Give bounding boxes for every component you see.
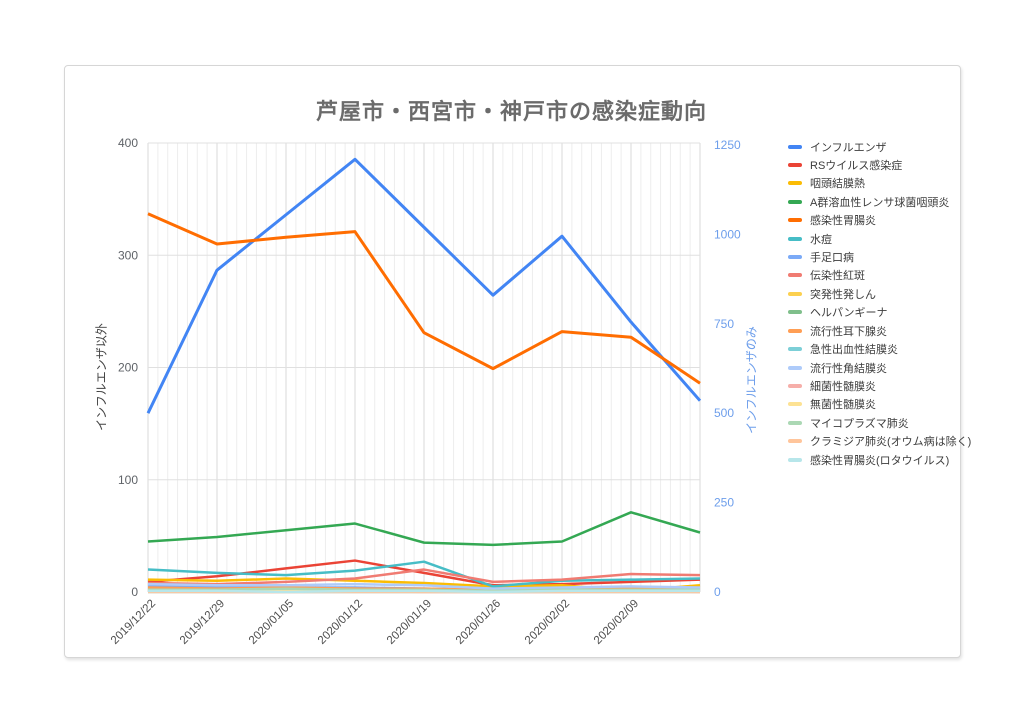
left-axis-tick-label: 400 (118, 136, 138, 150)
legend-item-acute-hemorrhagic-conjunctivitis: 急性出血性結膜炎 (788, 342, 898, 356)
legend-item-rs-virus-infection: RSウイルス感染症 (788, 158, 902, 172)
chart-title: 芦屋市・西宮市・神戸市の感染症動向 (315, 99, 707, 124)
left-axis-tick-label: 100 (118, 473, 138, 487)
right-axis-tick-label: 0 (714, 585, 721, 599)
legend-label: 流行性耳下腺炎 (810, 325, 887, 338)
legend-item-mycoplasma-pneumonia: マイコプラズマ肺炎 (788, 416, 909, 430)
legend-item-pharyngoconjunctival-fever: 咽頭結膜熱 (788, 176, 865, 190)
legend-label: クラミジア肺炎(オウム病は除く) (810, 436, 972, 449)
x-axis-tick-label: 2020/01/12 (316, 598, 365, 647)
legend-label: インフルエンザ (810, 141, 887, 154)
legend-swatch-pharyngoconjunctival-fever (788, 181, 802, 186)
series-line-group-a-strep-pharyngitis (147, 511, 701, 547)
legend-swatch-bacterial-meningitis (788, 383, 802, 388)
legend-swatch-herpangina (788, 310, 802, 315)
legend-item-bacterial-meningitis: 細菌性髄膜炎 (788, 379, 876, 393)
right-axis-tick-label: 1250 (714, 138, 741, 152)
legend-swatch-mycoplasma-pneumonia (788, 420, 802, 425)
series-line-influenza (146, 157, 702, 414)
legend-label: 流行性角結膜炎 (810, 362, 887, 375)
legend-item-hand-foot-mouth-disease: 手足口病 (788, 250, 854, 264)
legend-swatch-influenza (788, 144, 802, 149)
left-axis-tick-label: 300 (118, 248, 138, 262)
legend-swatch-mumps (788, 328, 802, 333)
right-axis-tick-label: 250 (714, 496, 734, 510)
legend-swatch-acute-hemorrhagic-conjunctivitis (788, 347, 802, 352)
left-axis-tick-label: 200 (118, 361, 138, 375)
legend-label: 水痘 (810, 233, 832, 246)
series-line-rotavirus-gastroenteritis (148, 589, 700, 594)
legend-label: 急性出血性結膜炎 (810, 344, 898, 357)
legend-label: 細菌性髄膜炎 (810, 380, 876, 393)
right-axis-tick-label: 750 (714, 317, 734, 331)
right-axis-title: インフルエンザのみ (744, 326, 759, 434)
legend-item-infectious-gastroenteritis: 感染性胃腸炎 (788, 213, 876, 227)
legend-label: 無菌性髄膜炎 (810, 399, 876, 412)
legend-label: ヘルパンギーナ (810, 307, 888, 320)
series-line-epidemic-keratoconjunctivitis (147, 582, 701, 590)
legend-swatch-rs-virus-infection (788, 162, 802, 167)
series-line-varicella (147, 560, 701, 588)
right-axis-tick-label: 500 (714, 406, 734, 420)
x-axis-tick-label: 2020/02/02 (523, 598, 572, 647)
legend-swatch-group-a-strep-pharyngitis (788, 199, 802, 204)
legend-label: RSウイルス感染症 (810, 159, 903, 172)
legend-item-herpangina: ヘルパンギーナ (788, 305, 888, 319)
legend-item-varicella: 水痘 (788, 232, 832, 246)
legend-item-epidemic-keratoconjunctivitis: 流行性角結膜炎 (788, 361, 887, 375)
legend-swatch-erythema-infectiosum (788, 273, 802, 278)
legend-item-erythema-infectiosum: 伝染性紅斑 (788, 268, 865, 282)
legend-swatch-aseptic-meningitis (788, 402, 802, 407)
series-line-infectious-gastroenteritis (147, 212, 701, 385)
legend-item-rotavirus-gastroenteritis: 感染性胃腸炎(ロタウイルス) (788, 453, 949, 467)
legend-item-exanthem-subitum: 突発性発しん (788, 287, 876, 301)
series-line-erythema-infectiosum (147, 568, 701, 586)
legend-label: 突発性発しん (810, 288, 876, 301)
legend-swatch-chlamydia-pneumonia (788, 439, 802, 444)
x-axis-tick-label: 2020/01/26 (454, 598, 503, 647)
legend-label: A群溶血性レンサ球菌咽頭炎 (810, 196, 950, 209)
legend-label: マイコプラズマ肺炎 (810, 417, 909, 430)
legend-label: 感染性胃腸炎(ロタウイルス) (810, 454, 950, 467)
right-axis-tick-label: 1000 (714, 227, 741, 241)
legend-label: 感染性胃腸炎 (810, 215, 876, 228)
x-axis-tick-label: 2020/02/09 (592, 598, 641, 647)
legend-item-influenza: インフルエンザ (788, 140, 887, 154)
legend-swatch-hand-foot-mouth-disease (788, 255, 802, 260)
left-axis-title: インフルエンザ以外 (94, 323, 109, 431)
x-axis-tick-label: 2020/01/19 (385, 598, 434, 647)
legend-swatch-exanthem-subitum (788, 291, 802, 296)
legend-swatch-infectious-gastroenteritis (788, 218, 802, 223)
legend-swatch-varicella (788, 236, 802, 241)
legend-item-group-a-strep-pharyngitis: A群溶血性レンサ球菌咽頭炎 (788, 195, 949, 209)
x-axis-tick-label: 2019/12/29 (178, 598, 227, 647)
legend-swatch-epidemic-keratoconjunctivitis (788, 365, 802, 370)
legend-swatch-rotavirus-gastroenteritis (788, 457, 802, 462)
legend-item-aseptic-meningitis: 無菌性髄膜炎 (788, 397, 876, 411)
x-axis-tick-label: 2019/12/22 (109, 598, 158, 647)
legend-item-mumps: 流行性耳下腺炎 (788, 324, 887, 338)
legend-label: 伝染性紅斑 (810, 270, 865, 283)
x-axis-tick-label: 2020/01/05 (247, 598, 296, 647)
left-axis-tick-label: 0 (131, 585, 138, 599)
legend-label: 手足口病 (810, 252, 854, 265)
legend-item-chlamydia-pneumonia: クラミジア肺炎(オウム病は除く) (788, 434, 971, 448)
legend-label: 咽頭結膜熱 (810, 178, 865, 191)
